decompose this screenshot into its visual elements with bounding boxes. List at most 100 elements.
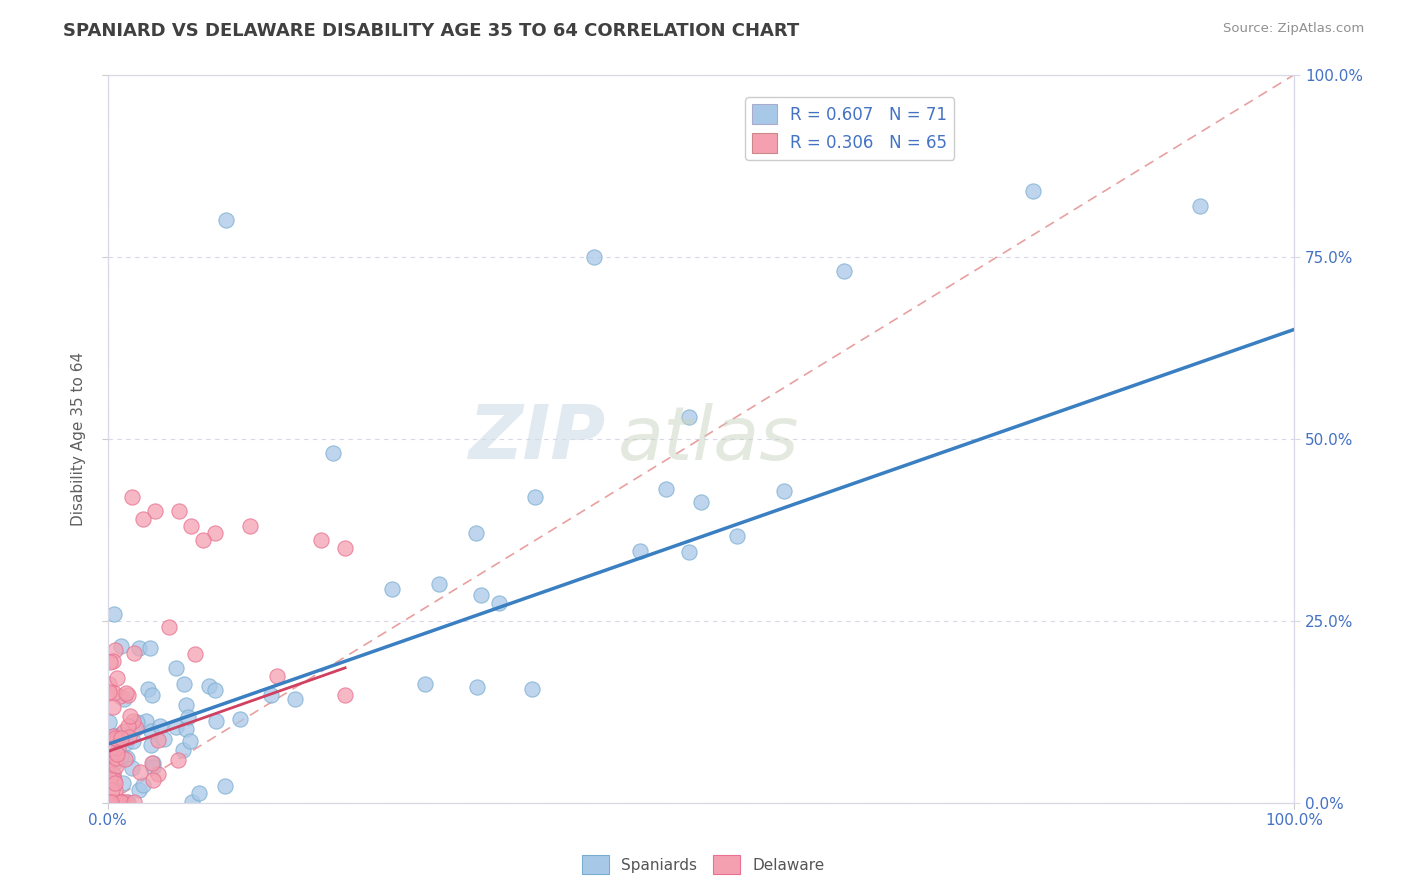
Point	[204, 526, 226, 541]
Point	[124, 795, 146, 809]
Point	[114, 686, 136, 700]
Point	[488, 596, 510, 610]
Point	[141, 756, 163, 771]
Point	[111, 795, 134, 809]
Point	[172, 743, 194, 757]
Point	[104, 755, 127, 769]
Point	[136, 682, 159, 697]
Point	[132, 778, 155, 792]
Point	[122, 647, 145, 661]
Point	[322, 446, 344, 460]
Point	[110, 731, 132, 745]
Point	[115, 751, 138, 765]
Point	[146, 733, 169, 747]
Point	[1022, 184, 1045, 198]
Point	[167, 753, 190, 767]
Point	[654, 482, 676, 496]
Point	[98, 715, 121, 730]
Point	[143, 504, 166, 518]
Point	[153, 731, 176, 746]
Point	[198, 679, 221, 693]
Point	[464, 526, 486, 541]
Point	[381, 582, 404, 597]
Point	[97, 795, 120, 809]
Point	[105, 672, 128, 686]
Legend: Spaniards, Delaware: Spaniards, Delaware	[575, 849, 831, 880]
Point	[333, 688, 356, 702]
Point	[181, 795, 204, 809]
Point	[678, 409, 700, 424]
Point	[139, 641, 162, 656]
Point	[773, 483, 796, 498]
Point	[97, 676, 120, 690]
Point	[191, 533, 214, 548]
Point	[139, 738, 162, 752]
Point	[101, 747, 124, 762]
Point	[115, 736, 138, 750]
Point	[112, 691, 135, 706]
Point	[173, 677, 195, 691]
Point	[98, 685, 121, 699]
Point	[105, 751, 128, 765]
Point	[165, 720, 187, 734]
Point	[117, 719, 139, 733]
Point	[103, 767, 125, 781]
Point	[187, 785, 209, 799]
Point	[1188, 198, 1211, 212]
Legend: R = 0.607   N = 71, R = 0.306   N = 65: R = 0.607 N = 71, R = 0.306 N = 65	[745, 97, 953, 160]
Point	[121, 761, 143, 775]
Point	[260, 688, 283, 702]
Point	[107, 747, 129, 761]
Point	[128, 764, 150, 779]
Point	[101, 729, 124, 743]
Point	[110, 795, 132, 809]
Point	[110, 689, 132, 703]
Point	[104, 782, 127, 797]
Point	[628, 544, 651, 558]
Point	[142, 756, 165, 771]
Point	[107, 795, 129, 809]
Point	[832, 264, 855, 278]
Point	[167, 504, 190, 518]
Point	[177, 709, 200, 723]
Point	[725, 529, 748, 543]
Point	[98, 655, 121, 669]
Point	[118, 730, 141, 744]
Point	[115, 795, 138, 809]
Point	[205, 714, 228, 728]
Point	[112, 795, 135, 809]
Point	[103, 773, 125, 788]
Point	[100, 783, 122, 797]
Point	[522, 681, 544, 696]
Point	[112, 724, 135, 739]
Point	[215, 213, 238, 227]
Point	[523, 490, 546, 504]
Point	[104, 795, 127, 809]
Point	[204, 683, 226, 698]
Point	[470, 588, 492, 602]
Point	[110, 639, 132, 653]
Point	[180, 519, 202, 533]
Point	[97, 756, 120, 771]
Point	[100, 741, 122, 756]
Text: atlas: atlas	[619, 402, 800, 475]
Point	[121, 714, 143, 728]
Point	[165, 661, 187, 675]
Point	[108, 795, 131, 809]
Point	[214, 779, 236, 793]
Point	[311, 533, 333, 548]
Point	[690, 495, 713, 509]
Point	[105, 758, 128, 772]
Point	[104, 776, 127, 790]
Point	[583, 250, 606, 264]
Text: SPANIARD VS DELAWARE DISABILITY AGE 35 TO 64 CORRELATION CHART: SPANIARD VS DELAWARE DISABILITY AGE 35 T…	[63, 22, 800, 40]
Point	[135, 714, 157, 728]
Point	[125, 721, 148, 735]
Text: ZIP: ZIP	[470, 402, 606, 475]
Point	[101, 795, 124, 809]
Point	[139, 724, 162, 739]
Point	[678, 545, 700, 559]
Point	[117, 795, 139, 809]
Point	[141, 688, 163, 702]
Point	[111, 776, 134, 790]
